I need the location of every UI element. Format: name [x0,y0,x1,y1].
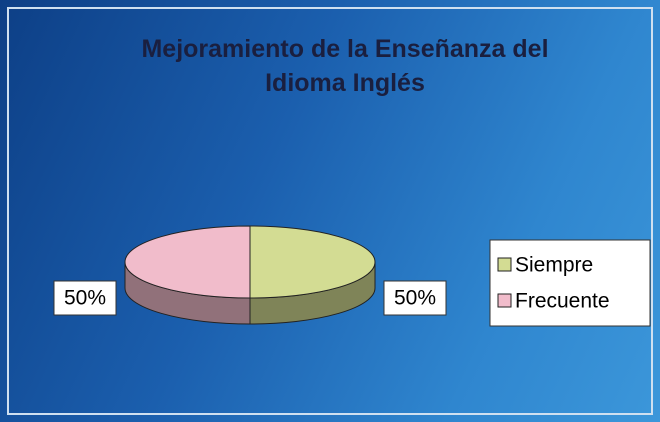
data-label: 50% [64,287,106,310]
legend-label: Frecuente [515,290,610,313]
data-label: 50% [394,287,436,310]
plot-border [7,7,653,415]
data-label-box [383,280,447,316]
pie-slice [249,225,376,299]
legend-swatch [497,293,512,308]
data-label-box [53,280,117,316]
legend-label: Siempre [515,254,593,277]
pie-slice [124,225,251,299]
legend-swatch [497,257,512,272]
legend-box [489,239,651,327]
chart-title: Mejoramiento de la Enseñanza del Idioma … [141,35,549,97]
